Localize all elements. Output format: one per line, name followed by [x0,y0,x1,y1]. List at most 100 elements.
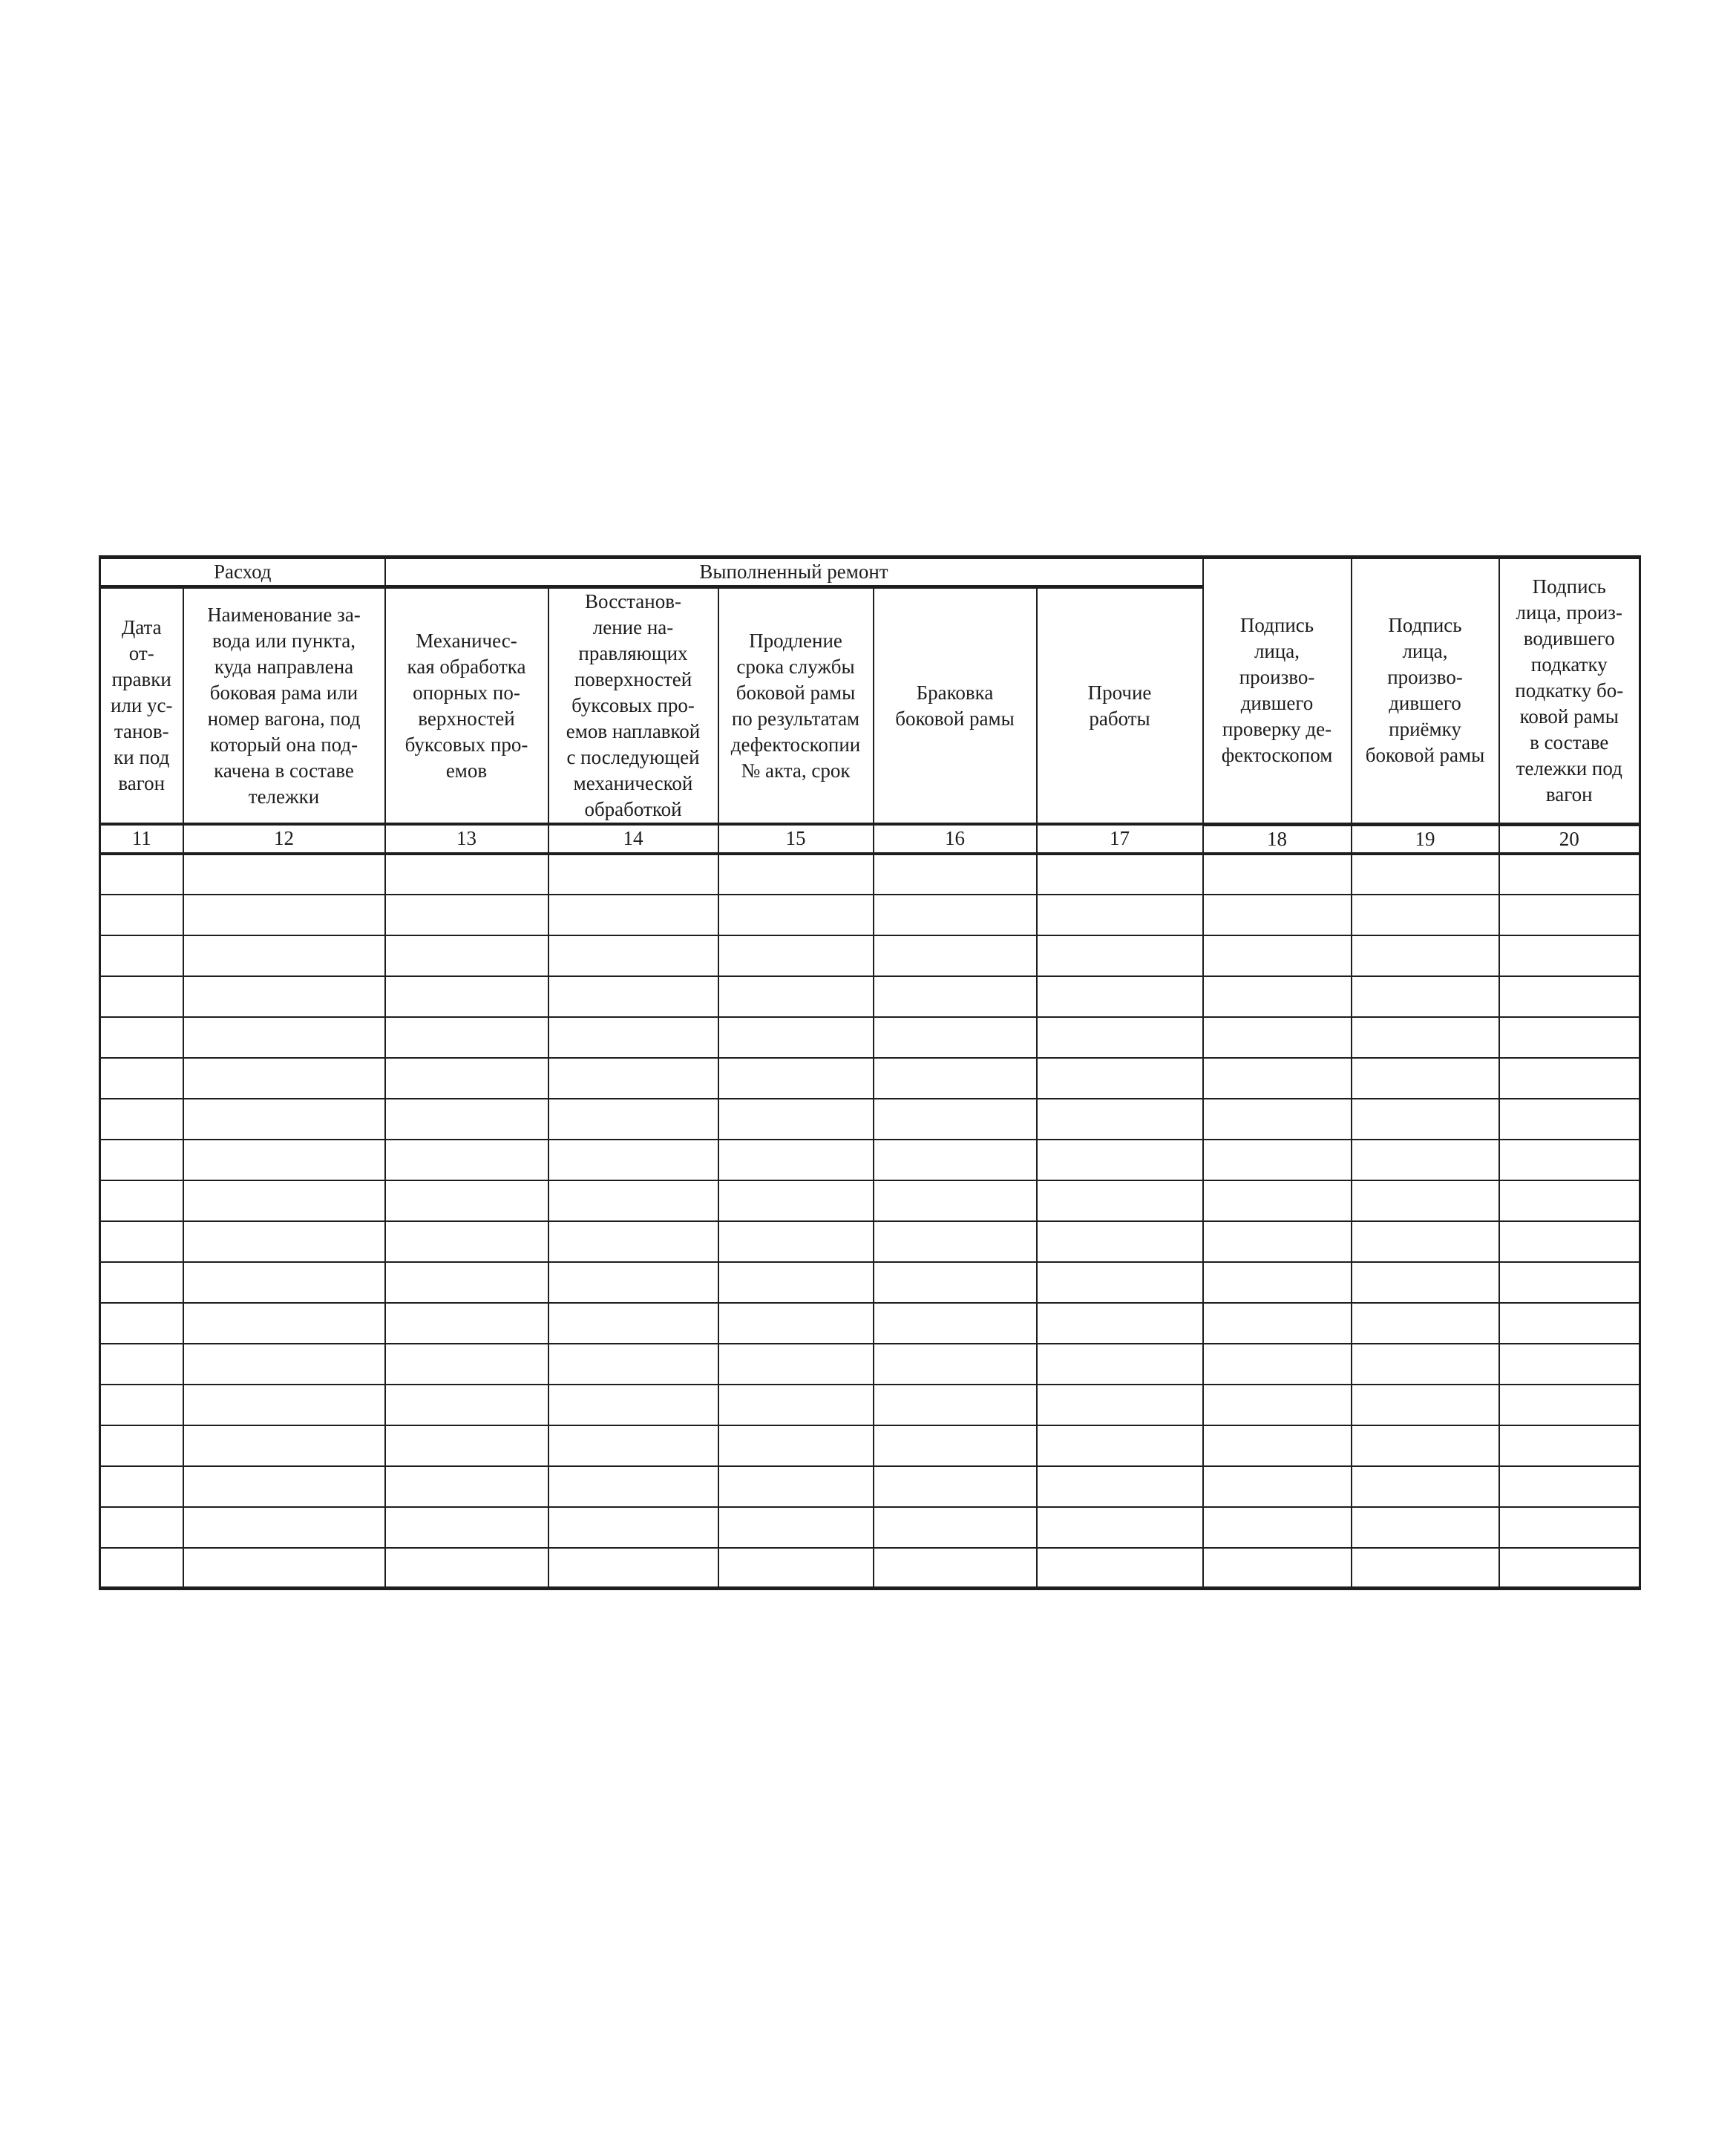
empty-cell [1202,852,1352,895]
empty-cell [547,1220,719,1263]
table-row [99,852,1641,895]
table-row [99,1138,1641,1181]
empty-cell [182,975,386,1018]
empty-cell [99,1506,184,1549]
empty-cell [384,1546,549,1590]
empty-cell [1035,975,1204,1018]
empty-cell [1035,1424,1204,1467]
empty-cell [872,1424,1038,1467]
empty-cell [384,934,549,977]
empty-cell [547,1138,719,1181]
empty-cell [1498,1220,1641,1263]
empty-cell [1498,1179,1641,1222]
table-row [99,1342,1641,1385]
empty-cell [99,1138,184,1181]
empty-cell [1202,1016,1352,1059]
empty-cell [872,1546,1038,1590]
empty-cell [717,1138,874,1181]
table-row [99,1383,1641,1426]
table-row [99,1424,1641,1467]
empty-cell [717,1383,874,1426]
empty-cell [547,1301,719,1344]
empty-cell [1498,975,1641,1018]
empty-cell [1498,1465,1641,1508]
empty-cell [547,893,719,936]
empty-cell [1035,1261,1204,1304]
empty-cell [547,934,719,977]
empty-cell [1498,1342,1641,1385]
empty-cell [1498,852,1641,895]
empty-cell [717,1261,874,1304]
empty-cell [1350,1301,1500,1344]
empty-cell [547,1016,719,1059]
column-number-13: 13 [384,823,549,855]
table-row [99,1056,1641,1099]
empty-cell [872,852,1038,895]
empty-cell [872,1465,1038,1508]
column-header-14: Восстанов- ление на- правляющих поверхно… [547,586,719,826]
empty-cell [182,1342,386,1385]
empty-cell [872,1301,1038,1344]
empty-cell [1202,1301,1352,1344]
empty-cell [1498,1056,1641,1099]
empty-cell [99,1465,184,1508]
table-row [99,893,1641,936]
empty-cell [1202,934,1352,977]
empty-cell [1350,1424,1500,1467]
empty-cell [99,1546,184,1590]
empty-cell [1202,1220,1352,1263]
table-row [99,1220,1641,1263]
empty-cell [1350,1056,1500,1099]
empty-cell [717,1097,874,1140]
empty-cell [99,1016,184,1059]
empty-cell [1202,1097,1352,1140]
column-header-13: Механичес- кая обработка опорных по- вер… [384,586,549,826]
column-number-18: 18 [1202,823,1352,855]
empty-cell [182,1546,386,1590]
empty-cell [384,1097,549,1140]
column-number-15: 15 [717,823,874,855]
empty-cell [384,1261,549,1304]
column-header-16: Браковка боковой рамы [872,586,1038,826]
empty-cell [872,1016,1038,1059]
empty-cell [99,1261,184,1304]
empty-cell [547,1179,719,1222]
empty-cell [872,934,1038,977]
empty-cell [872,1056,1038,1099]
empty-cell [384,852,549,895]
empty-cell [182,1179,386,1222]
column-number-19: 19 [1350,823,1500,855]
column-header-11: Дата от- правки или ус- танов- ки под ва… [99,586,184,826]
column-header-19: Подпись лица, произво- дившего приёмку б… [1350,555,1500,826]
empty-cell [547,975,719,1018]
empty-cell [1498,1097,1641,1140]
empty-cell [1035,934,1204,977]
empty-cell [1498,893,1641,936]
table-row [99,1546,1641,1590]
empty-cell [182,1097,386,1140]
column-number-17: 17 [1035,823,1204,855]
empty-cell [717,1220,874,1263]
empty-cell [1202,975,1352,1018]
empty-cell [1498,1301,1641,1344]
empty-cell [1035,1465,1204,1508]
column-number-14: 14 [547,823,719,855]
empty-cell [384,1383,549,1426]
empty-cell [1035,1301,1204,1344]
empty-cell [1202,1383,1352,1426]
empty-cell [872,1220,1038,1263]
empty-cell [99,1179,184,1222]
empty-cell [1035,1342,1204,1385]
column-header-12: Наименование за- вода или пункта, куда н… [182,586,386,826]
empty-cell [1350,975,1500,1018]
empty-cell [1350,1261,1500,1304]
empty-cell [384,1301,549,1344]
table-row [99,1301,1641,1344]
empty-cell [547,1056,719,1099]
empty-cell [717,975,874,1018]
empty-cell [547,1342,719,1385]
column-number-16: 16 [872,823,1038,855]
empty-cell [384,1138,549,1181]
empty-cell [1035,1546,1204,1590]
